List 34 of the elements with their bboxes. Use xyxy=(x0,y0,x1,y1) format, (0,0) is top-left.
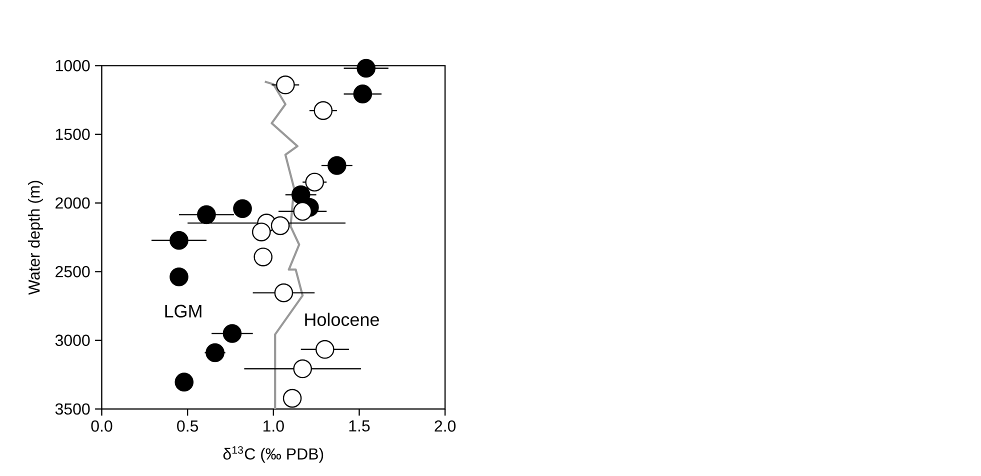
y-axis-title: Water depth (m) xyxy=(28,180,43,295)
point xyxy=(174,372,194,392)
x-tick-label: 1.0 xyxy=(263,420,284,432)
y-tick-label: 1000 xyxy=(56,60,90,72)
point xyxy=(222,324,242,343)
y-tick-label: 2000 xyxy=(56,197,90,209)
x-axis-title: δ$^{13}$C (‰ PDB) xyxy=(223,446,324,463)
point xyxy=(276,76,295,94)
x-tick-label: 1.5 xyxy=(349,420,370,432)
point xyxy=(293,202,312,221)
y-tick-label: 2500 xyxy=(56,266,90,278)
series-label: Holocene xyxy=(305,312,379,326)
point xyxy=(353,84,372,104)
point xyxy=(328,156,346,175)
point xyxy=(314,101,333,120)
point xyxy=(233,199,252,218)
point xyxy=(252,222,271,242)
point xyxy=(293,359,312,378)
x-tick-label: 2.0 xyxy=(434,420,456,432)
x-tick-label: 0.5 xyxy=(177,420,198,432)
point xyxy=(197,205,216,224)
point xyxy=(274,283,294,302)
point xyxy=(316,340,334,359)
point xyxy=(270,216,290,236)
point xyxy=(305,172,324,192)
y-tick-label: 3000 xyxy=(55,334,90,346)
point xyxy=(170,267,188,286)
series-label: LGM xyxy=(165,304,202,318)
point xyxy=(206,343,224,362)
x-tick-label: 0.0 xyxy=(91,420,112,432)
y-tick-label: 3500 xyxy=(55,403,90,415)
point xyxy=(356,58,376,78)
y-tick-label: 1500 xyxy=(56,128,90,140)
point xyxy=(170,230,188,250)
